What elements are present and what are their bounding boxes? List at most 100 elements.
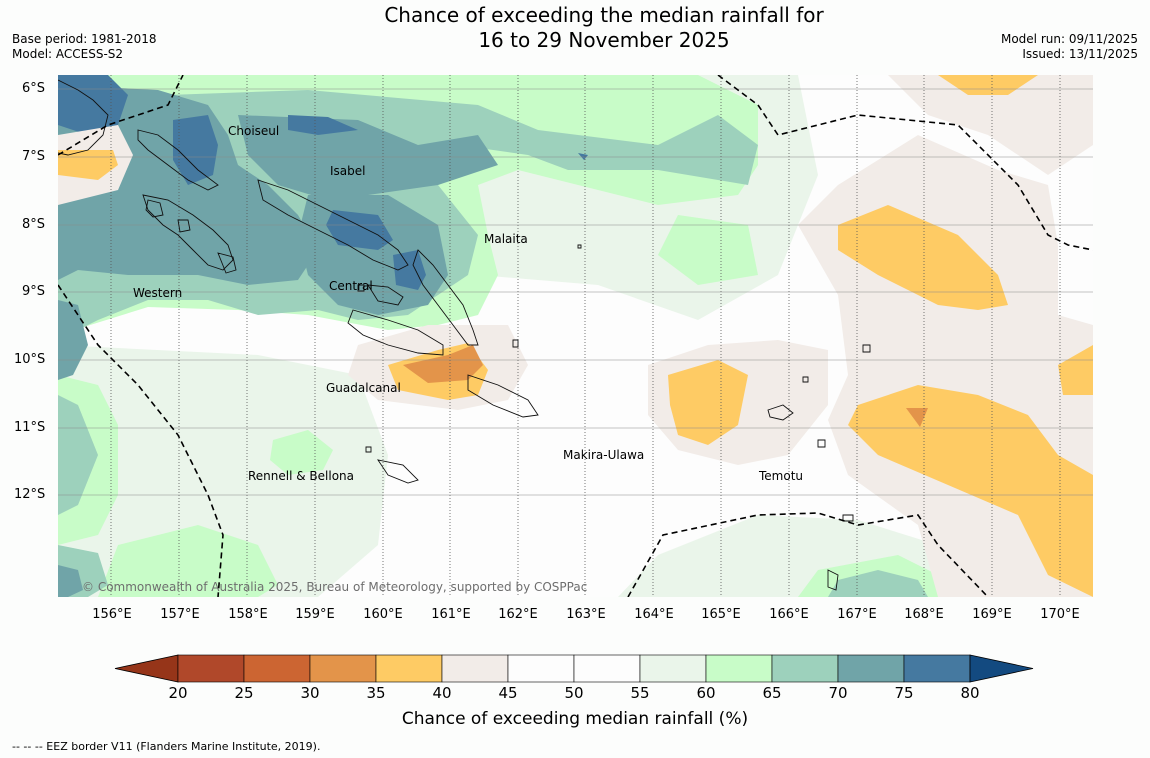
lon-label-159e: 159°E xyxy=(295,607,335,622)
lon-label-157e: 157°E xyxy=(160,607,200,622)
colorbar-tick-50: 50 xyxy=(564,684,584,702)
band-70-75-sw xyxy=(58,565,83,597)
lon-label-166e: 166°E xyxy=(769,607,809,622)
lat-label-7s: 7°S xyxy=(22,149,46,164)
lat-label-6s: 6°S xyxy=(22,81,46,96)
lat-label-9s: 9°S xyxy=(22,284,46,299)
band-60-65-malaita-east xyxy=(658,215,758,285)
lon-label-160e: 160°E xyxy=(363,607,403,622)
band-75-80-north xyxy=(288,115,358,135)
colorbar-over-arrow xyxy=(969,654,1034,683)
vella-lavella xyxy=(145,199,164,218)
ontong-java xyxy=(862,344,871,353)
lon-label-167e: 167°E xyxy=(837,607,877,622)
lon-label-168e: 168°E xyxy=(904,607,944,622)
band-55-60-south xyxy=(58,345,388,597)
band-35-40-west xyxy=(58,150,118,180)
band-30-35-east xyxy=(906,408,928,427)
eez-border xyxy=(58,75,1093,597)
copyright-notice: © Commonwealth of Australia 2025, Bureau… xyxy=(82,580,588,594)
choiseul-island xyxy=(137,129,219,191)
colorbar-tick-55: 55 xyxy=(630,684,650,702)
band-35-40-east1 xyxy=(938,75,1038,95)
colorbar-segment xyxy=(903,654,971,683)
province-label-guadalcanal: Guadalcanal xyxy=(326,381,401,395)
savo-island xyxy=(357,284,365,292)
eez-footnote: -- -- -- EEZ border V11 (Flanders Marine… xyxy=(12,740,321,753)
title-line-1: Chance of exceeding the median rainfall … xyxy=(384,3,824,27)
guadalcanal-island xyxy=(347,309,444,356)
lon-label-156e: 156°E xyxy=(92,607,132,622)
band-70-75-central xyxy=(238,115,498,200)
meta-right: Model run: 09/11/2025 Issued: 13/11/2025 xyxy=(1001,32,1138,62)
colorbar-title: Chance of exceeding median rainfall (%) xyxy=(401,709,749,729)
meta-left: Base period: 1981-2018 Model: ACCESS-S2 xyxy=(12,32,157,62)
santa-isabel xyxy=(257,179,409,271)
band-35-40-east4 xyxy=(1058,345,1093,395)
colorbar-segment xyxy=(705,654,773,683)
lon-label-161e: 161°E xyxy=(431,607,471,622)
band-35-40-east3 xyxy=(848,385,1093,597)
colorbar-under-arrow xyxy=(114,654,179,683)
province-label-isabel: Isabel xyxy=(330,164,366,178)
santa-cruz-islands xyxy=(767,404,794,421)
colorbar-segment xyxy=(375,654,443,683)
lat-label-8s: 8°S xyxy=(22,217,46,232)
province-label-temotu: Temotu xyxy=(759,469,804,483)
lat-label-10s: 10°S xyxy=(14,352,46,367)
band-75-80-spot xyxy=(393,250,426,290)
province-label-rennell: Rennell & Bellona xyxy=(248,469,355,483)
band-60-65-sw xyxy=(98,525,278,597)
colorbar-segment xyxy=(771,654,839,683)
vanikoro-island xyxy=(827,569,839,591)
colorbar-segment xyxy=(573,654,641,683)
anuta-island xyxy=(817,439,826,448)
nggela-islands xyxy=(367,284,404,306)
colorbar-segment xyxy=(177,654,245,683)
band-30-35-guadal xyxy=(403,345,483,383)
band-60-65-patch xyxy=(270,430,333,475)
colorbar-segment xyxy=(243,654,311,683)
colorbar-tick-30: 30 xyxy=(300,684,320,702)
colorbar-segment xyxy=(507,654,575,683)
province-label-makira: Makira-Ulawa xyxy=(563,448,645,462)
duff-islands xyxy=(802,376,809,383)
band-35-40-east2 xyxy=(838,205,1008,310)
lon-label-165e: 165°E xyxy=(701,607,741,622)
band-75-80-choiseul xyxy=(173,115,218,185)
sikaiana-island xyxy=(577,244,582,249)
colorbar-tick-75: 75 xyxy=(894,684,914,702)
band-35-40-central xyxy=(668,360,748,445)
colorbar-segment xyxy=(639,654,707,683)
model-run: Model run: 09/11/2025 xyxy=(1000,32,1138,46)
band-75-80-west xyxy=(58,75,128,135)
makira-island xyxy=(467,374,539,418)
colorbar-segment xyxy=(837,654,905,683)
new-georgia xyxy=(142,194,234,271)
lon-label-164e: 164°E xyxy=(634,607,674,622)
islands xyxy=(58,79,871,591)
map-title: Chance of exceeding the median rainfall … xyxy=(0,3,1150,53)
malaita-island xyxy=(412,249,479,346)
rendova xyxy=(217,252,237,274)
band-40-45-east xyxy=(888,75,1093,175)
issued-date: Issued: 13/11/2025 xyxy=(1022,47,1138,61)
tikopia-island xyxy=(842,514,854,522)
base-period: Base period: 1981-2018 xyxy=(12,32,157,46)
lon-label-158e: 158°E xyxy=(228,607,268,622)
band-75-80-isabel xyxy=(326,210,393,250)
latitude-gridlines xyxy=(58,88,1093,496)
colorbar xyxy=(114,654,1034,683)
ulawa-island xyxy=(512,339,519,348)
province-label-choiseul: Choiseul xyxy=(228,124,280,138)
colorbar-tick-35: 35 xyxy=(366,684,386,702)
colorbar-tick-40: 40 xyxy=(432,684,452,702)
lon-label-162e: 162°E xyxy=(498,607,538,622)
band-75-80-small xyxy=(578,153,588,160)
bellona-island xyxy=(365,446,372,453)
rainfall-map xyxy=(58,75,1093,597)
colorbar-tick-25: 25 xyxy=(234,684,254,702)
model-name: Model: ACCESS-S2 xyxy=(12,47,124,61)
lon-label-169e: 169°E xyxy=(972,607,1012,622)
province-label-central: Central xyxy=(329,279,373,293)
